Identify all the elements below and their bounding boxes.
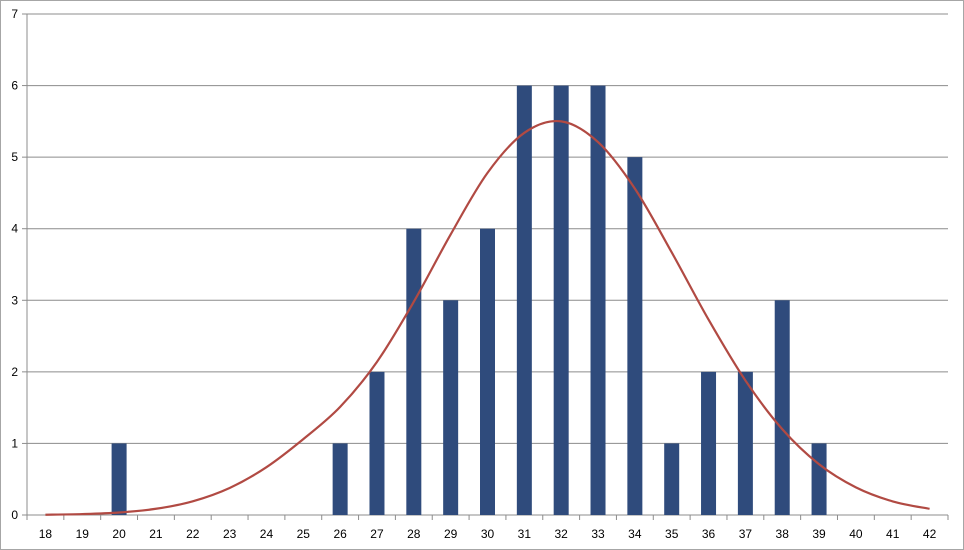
- y-tick-label: 2: [11, 365, 18, 379]
- x-tick-label: 40: [849, 527, 863, 541]
- y-tick-label: 4: [11, 222, 18, 236]
- bar-30: [480, 228, 495, 515]
- x-tick-label: 19: [76, 527, 90, 541]
- x-tick-label: 31: [518, 527, 532, 541]
- normal-distribution-curve: [45, 119, 930, 516]
- x-tick-label: 22: [186, 527, 200, 541]
- normal-curve-series: [45, 119, 930, 516]
- x-tick-label: 30: [481, 527, 495, 541]
- y-tick-label: 1: [11, 436, 18, 450]
- x-tick-label: 29: [444, 527, 458, 541]
- x-tick-label: 28: [407, 527, 421, 541]
- x-tick-label: 18: [39, 527, 53, 541]
- x-tick-label: 25: [297, 527, 311, 541]
- y-tick-label: 6: [11, 79, 18, 93]
- x-tick-label: 38: [776, 527, 790, 541]
- x-tick-label: 21: [149, 527, 163, 541]
- x-tick-label: 24: [260, 527, 274, 541]
- y-tick-label: 5: [11, 150, 18, 164]
- bar-36: [701, 371, 717, 515]
- x-tick-label: 32: [555, 527, 569, 541]
- bar-20: [111, 443, 127, 515]
- x-tick-label: 33: [591, 527, 605, 541]
- x-tick-label: 35: [665, 527, 679, 541]
- y-tick-label: 3: [11, 293, 18, 307]
- y-tick-label: 0: [11, 508, 18, 522]
- bar-31: [516, 85, 532, 516]
- bar-series: [111, 85, 827, 516]
- x-tick-label: 23: [223, 527, 237, 541]
- bar-34: [627, 157, 643, 515]
- y-tick-label: 7: [11, 7, 18, 21]
- x-tick-label: 39: [812, 527, 826, 541]
- x-tick-label: 27: [370, 527, 384, 541]
- bar-26: [332, 443, 348, 515]
- x-tick-label: 34: [628, 527, 642, 541]
- bar-27: [369, 371, 385, 515]
- bar-28: [406, 228, 422, 515]
- x-tick-label: 42: [923, 527, 937, 541]
- x-tick-label: 36: [702, 527, 716, 541]
- bar-29: [443, 300, 459, 515]
- bar-37: [737, 371, 753, 515]
- x-tick-label: 37: [739, 527, 753, 541]
- bar-32: [553, 85, 569, 516]
- bar-33: [590, 85, 606, 516]
- bar-38: [774, 300, 790, 515]
- x-tick-label: 41: [886, 527, 900, 541]
- bar-35: [664, 443, 680, 515]
- x-tick-label: 26: [333, 527, 347, 541]
- x-tick-label: 20: [112, 527, 126, 541]
- bar-39: [811, 443, 827, 515]
